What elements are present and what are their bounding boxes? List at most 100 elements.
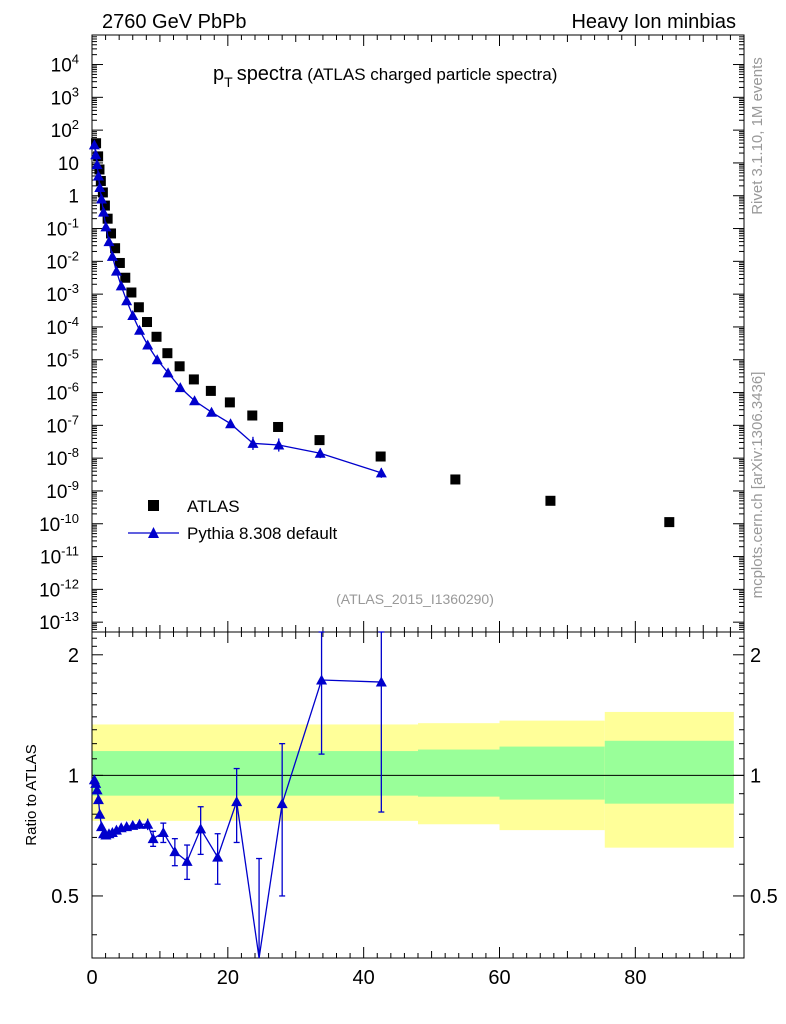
x-tick-label: 80 <box>624 967 646 989</box>
y-tick-base: 10 <box>46 482 67 503</box>
data-point-atlas <box>224 397 235 408</box>
data-point-atlas <box>273 421 284 432</box>
mc-point <box>110 265 122 276</box>
y-tick-label: 1 <box>68 187 79 208</box>
ratio-y-tick-label-right: 1 <box>750 765 761 787</box>
data-point-atlas <box>95 175 106 186</box>
header-right: Heavy Ion minbias <box>571 11 736 33</box>
ratio-mc-point <box>94 808 106 819</box>
data-point-atlas <box>162 348 173 359</box>
y-tick-base: 10 <box>46 285 67 306</box>
y-tick-base: 10 <box>46 252 67 273</box>
y-tick-exponent: -6 <box>67 380 79 395</box>
mc-layer <box>88 139 387 959</box>
y-tick-base: 10 <box>39 580 60 601</box>
y-tick-exponent: -8 <box>67 445 79 460</box>
legend-label-atlas: ATLAS <box>187 497 240 516</box>
ratio-mc-point <box>96 821 108 832</box>
chart-subtitle: (ATLAS charged particle spectra) <box>307 65 557 84</box>
data-point-atlas <box>151 331 162 342</box>
data-point-atlas <box>120 272 131 283</box>
ratio-mc-point <box>134 818 146 829</box>
y-tick-base: 10 <box>46 416 67 437</box>
y-tick-base: 10 <box>40 548 61 569</box>
mc-point <box>174 382 186 393</box>
y-tick-exponent: -12 <box>60 576 79 591</box>
x-tick-label: 60 <box>488 967 510 989</box>
y-tick-label: 10-3 <box>46 281 79 306</box>
y-tick-label: 10-8 <box>46 445 79 470</box>
y-tick-base: 10 <box>46 351 67 372</box>
chart-title-sub: T <box>224 74 233 90</box>
data-point-atlas <box>664 517 675 528</box>
mc-point <box>98 206 110 217</box>
chart-title-p: p <box>213 63 224 85</box>
y-tick-label: 10-11 <box>40 544 79 569</box>
mc-point <box>115 280 127 291</box>
mc-point <box>151 354 163 365</box>
ratio-mc-point <box>375 676 387 687</box>
mc-point <box>106 250 118 261</box>
y-tick-base: 10 <box>51 56 72 77</box>
mc-point <box>314 447 326 458</box>
y-tick-label: 103 <box>51 84 79 109</box>
ratio-mc-point <box>195 823 207 834</box>
y-tick-base: 10 <box>46 318 67 339</box>
header-left: 2760 GeV PbPb <box>102 11 247 33</box>
y-tick-base: 10 <box>46 384 67 405</box>
mc-point <box>91 159 103 170</box>
ratio-band-inner <box>418 749 500 797</box>
y-tick-exponent: 4 <box>72 52 79 67</box>
y-tick-base: 10 <box>46 220 67 241</box>
chart-title-rest: spectra <box>237 63 303 85</box>
data-point-atlas <box>99 200 110 211</box>
ratio-y-tick-label: 1 <box>68 765 79 787</box>
mc-point <box>96 193 108 204</box>
data-point-atlas <box>94 164 105 175</box>
y-tick-exponent: -11 <box>61 544 79 559</box>
y-tick-label: 10-1 <box>46 216 79 241</box>
y-tick-label: 10-13 <box>39 609 79 634</box>
mc-point <box>134 324 146 335</box>
ratio-y-tick-label-right: 2 <box>750 645 761 667</box>
axes <box>91 34 745 959</box>
y-tick-exponent: -13 <box>60 609 79 624</box>
mc-point <box>247 437 259 448</box>
ratio-mc-point <box>316 674 328 685</box>
ratio-mc-point <box>147 833 159 844</box>
mc-point <box>375 467 387 478</box>
data-layer <box>91 138 675 528</box>
ratio-mc-point <box>181 855 193 866</box>
mc-point <box>206 406 218 417</box>
ratio-mc-point <box>231 796 243 807</box>
legend-marker-atlas <box>148 500 159 511</box>
mc-point <box>127 309 139 320</box>
mc-point <box>225 418 237 429</box>
mc-point <box>121 295 133 306</box>
ratio-mc-point <box>92 794 104 805</box>
data-point-atlas <box>97 187 108 198</box>
ratio-mc-point <box>169 846 181 857</box>
y-tick-exponent: -2 <box>67 248 79 263</box>
ratio-mc-point <box>212 851 224 862</box>
data-point-atlas <box>174 361 185 372</box>
legend-label-mc: Pythia 8.308 default <box>187 524 338 543</box>
y-tick-base: 10 <box>39 613 60 634</box>
y-tick-label: 10-4 <box>46 314 79 339</box>
data-point-atlas <box>375 451 386 462</box>
data-point-atlas <box>314 435 325 446</box>
mc-point <box>88 139 100 150</box>
y-tick-label: 10-7 <box>46 412 79 437</box>
ratio-mc-point <box>90 777 102 788</box>
mc-point <box>94 182 106 193</box>
y-tick-base: 10 <box>46 449 67 470</box>
ratio-mc-point <box>276 798 288 809</box>
ratio-mc-point <box>157 827 169 838</box>
y-tick-base: 10 <box>51 88 72 109</box>
y-tick-exponent: -7 <box>67 412 79 427</box>
y-tick-exponent: 2 <box>72 117 79 132</box>
ratio-bands <box>92 711 734 848</box>
data-point-atlas <box>450 474 461 485</box>
y-tick-exponent: -9 <box>67 478 79 493</box>
y-tick-label: 10-9 <box>46 478 79 503</box>
